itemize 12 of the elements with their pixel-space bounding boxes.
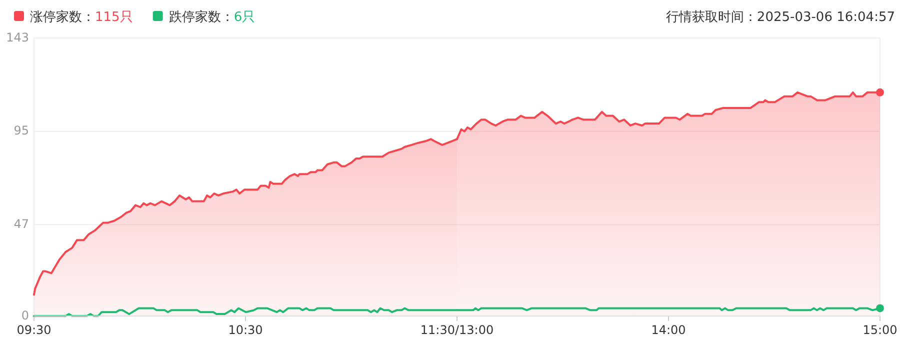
text: 行情获取时间：2025-03-06 16:04:57 xyxy=(666,10,895,25)
y-tick-label: 47 xyxy=(14,216,29,231)
y-tick-label: 143 xyxy=(6,30,29,44)
x-tick-label: 15:00 xyxy=(862,323,898,337)
y-tick-label: 0 xyxy=(21,308,29,322)
x-tick-label: 10:30 xyxy=(228,323,263,337)
x-tick-label: 14:00 xyxy=(651,323,686,337)
x-tick-label: 09:30 xyxy=(16,323,52,337)
legend-label: 涨停家数：115只 xyxy=(30,9,133,25)
legend-label: 跌停家数：6只 xyxy=(168,9,256,25)
x-tick-label: 11:30/13:00 xyxy=(420,323,494,337)
y-tick-label: 95 xyxy=(14,124,29,138)
